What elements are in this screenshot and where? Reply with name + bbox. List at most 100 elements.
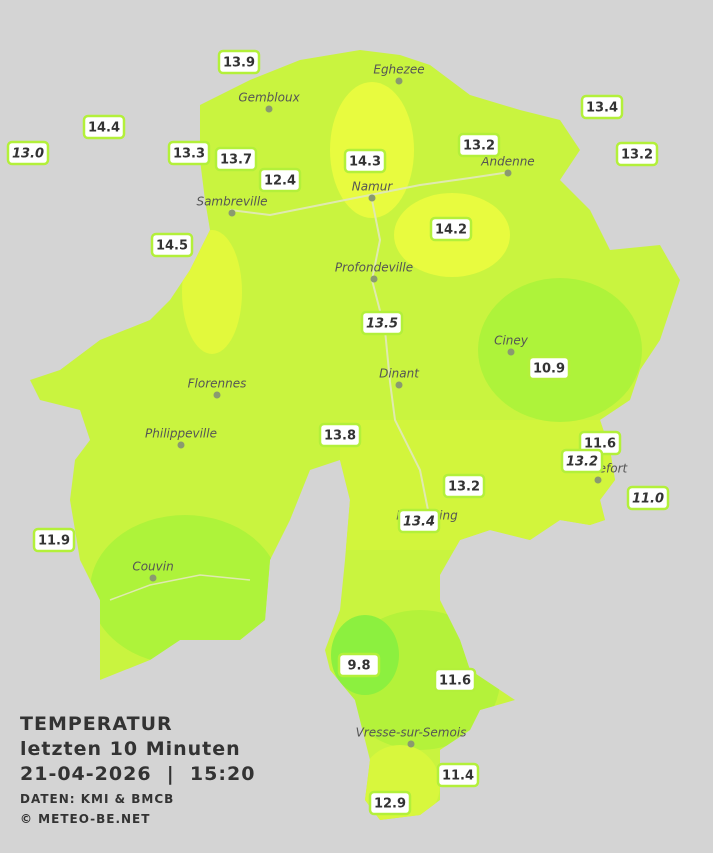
- station-box: [429, 216, 473, 242]
- station-box: [360, 310, 404, 336]
- station-value: 11.6: [584, 437, 616, 452]
- city-dot: [213, 391, 221, 399]
- station: 12.9: [368, 790, 412, 816]
- station-value: 14.2: [435, 223, 467, 238]
- city-label: Florennes: [188, 377, 247, 391]
- city-label: Andenne: [480, 155, 534, 169]
- city-dot: [407, 740, 415, 748]
- station-value: 12.4: [264, 174, 296, 189]
- station: 9.8: [337, 652, 381, 678]
- station: 13.9: [217, 49, 261, 75]
- station-value: 13.4: [586, 101, 618, 116]
- station-value: 13.9: [223, 56, 255, 71]
- station-box: [167, 140, 211, 166]
- station-box: [258, 167, 302, 193]
- station-value: 13.2: [621, 148, 653, 163]
- station-value: 13.2: [463, 139, 495, 154]
- city-dot: [395, 77, 403, 85]
- station-box: [150, 232, 194, 258]
- station-value: 13.0: [12, 147, 44, 162]
- station-box: [82, 114, 126, 140]
- city-dot: [265, 105, 273, 113]
- station-box: [368, 790, 412, 816]
- cities: Eghezee Gembloux Andenne Namur Sambreville Pr…: [132, 63, 629, 748]
- legend: TEMPERATUR letzten 10 Minuten 21-04-2026…: [20, 713, 255, 826]
- station-value: 14.5: [156, 239, 188, 254]
- station: 14.4: [82, 114, 126, 140]
- station-box: [436, 762, 480, 788]
- station-value: 13.7: [220, 153, 252, 168]
- station-box: [560, 448, 604, 474]
- city-label: Profondeville: [335, 261, 413, 275]
- station: 13.2: [615, 141, 659, 167]
- station-box: [6, 140, 50, 166]
- station-box: [527, 355, 571, 381]
- city-label: Ciney: [494, 334, 529, 348]
- station-value: 11.6: [439, 674, 471, 689]
- city-label: Gembloux: [238, 91, 300, 105]
- station-value: 10.9: [533, 362, 565, 377]
- station: 12.4: [258, 167, 302, 193]
- station-box: [214, 146, 258, 172]
- city-label: Eghezee: [373, 63, 424, 77]
- station: 13.2: [457, 132, 501, 158]
- station: 13.7: [214, 146, 258, 172]
- city-dot: [228, 209, 236, 217]
- station: 13.5: [360, 310, 404, 336]
- station-box: [580, 94, 624, 120]
- station-box: [615, 141, 659, 167]
- city-dot: [368, 194, 376, 202]
- station: 13.8: [318, 422, 362, 448]
- station-box: [626, 485, 670, 511]
- station: 11.9: [32, 527, 76, 553]
- stations: 13.9 14.4 13.0 13.3 13.7 12.4 14.5 14.3 13.2 13.4…: [6, 49, 670, 816]
- legend-copyright: © METEO-BE.NET: [20, 812, 150, 826]
- station-value: 13.3: [173, 147, 205, 162]
- station: 14.2: [429, 216, 473, 242]
- station-value: 13.5: [366, 317, 398, 332]
- station-value: 13.8: [324, 429, 356, 444]
- station-value: 14.3: [349, 155, 381, 170]
- station: 13.2: [560, 448, 604, 474]
- station-value: 14.4: [88, 121, 120, 136]
- station-box: [32, 527, 76, 553]
- station-value: 11.9: [38, 534, 70, 549]
- station-value: 13.4: [403, 515, 435, 530]
- station: 10.9: [527, 355, 571, 381]
- city-dot: [370, 275, 378, 283]
- city-dot: [149, 574, 157, 582]
- station: 13.4: [580, 94, 624, 120]
- city-label: Sambreville: [196, 195, 267, 209]
- station: 13.4: [397, 508, 441, 534]
- station-value: 11.0: [632, 492, 664, 507]
- station: 11.6: [433, 667, 477, 693]
- station: 11.0: [626, 485, 670, 511]
- city-label: Philippeville: [145, 427, 217, 441]
- city-dot: [507, 348, 515, 356]
- station: 13.0: [6, 140, 50, 166]
- station-box: [217, 49, 261, 75]
- station: 13.2: [442, 473, 486, 499]
- legend-title: TEMPERATUR: [20, 713, 173, 735]
- station-box: [457, 132, 501, 158]
- legend-source: DATEN: KMI & BMCB: [20, 792, 174, 806]
- city-label: Namur: [352, 180, 394, 194]
- city-label: Dinant: [379, 367, 420, 381]
- station-value: 13.2: [448, 480, 480, 495]
- station-box: [318, 422, 362, 448]
- city-label: Couvin: [132, 560, 173, 574]
- station: 14.3: [343, 148, 387, 174]
- station: 11.4: [436, 762, 480, 788]
- station-value: 12.9: [374, 797, 406, 812]
- station-value: 9.8: [347, 659, 370, 674]
- city-dot: [504, 169, 512, 177]
- city-label: Vresse-sur-Semois: [356, 726, 467, 740]
- station-box: [433, 667, 477, 693]
- station-box: [397, 508, 441, 534]
- station-value: 13.2: [566, 455, 598, 470]
- station: 13.3: [167, 140, 211, 166]
- station: 14.5: [150, 232, 194, 258]
- city-dot: [594, 476, 602, 484]
- legend-datetime: 21-04-2026 | 15:20: [20, 763, 255, 785]
